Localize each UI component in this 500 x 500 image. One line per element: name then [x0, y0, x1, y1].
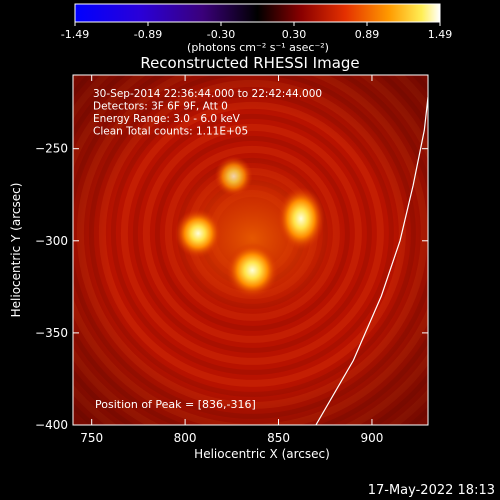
- x-tick-label: 750: [80, 431, 103, 445]
- y-tick-label: −350: [35, 326, 68, 340]
- y-axis-label: Heliocentric Y (arcsec): [9, 183, 23, 318]
- colorbar-tick-label: 0.89: [355, 28, 380, 41]
- chart-title: Reconstructed RHESSI Image: [140, 54, 359, 72]
- annotation-block: 30-Sep-2014 22:36:44.000 to 22:42:44.000…: [93, 88, 322, 138]
- colorbar-unit-label: (photons cm⁻² s⁻¹ asec⁻²): [187, 41, 329, 54]
- y-tick-label: −400: [35, 418, 68, 432]
- peak-position-label: Position of Peak = [836,-316]: [95, 398, 256, 411]
- source-layer: [174, 156, 325, 298]
- colorbar-tick-label: -1.49: [61, 28, 89, 41]
- x-tick-label: 800: [174, 431, 197, 445]
- x-axis-label: Heliocentric X (arcsec): [194, 447, 330, 461]
- source-blob: [277, 187, 325, 251]
- colorbar-tick-label: 1.49: [428, 28, 453, 41]
- y-tick-label: −250: [35, 142, 68, 156]
- y-tick-label: −300: [35, 234, 68, 248]
- annotation-line: 30-Sep-2014 22:36:44.000 to 22:42:44.000: [93, 88, 322, 100]
- footer-timestamp: 17-May-2022 18:13: [368, 483, 495, 498]
- y-axis: −250 −300 −350 −400: [35, 142, 428, 432]
- annotation-line: Detectors: 3F 6F 9F, Att 0: [93, 101, 228, 113]
- colorbar: -1.49 -0.89 -0.30 0.30 0.89 1.49 (photons cm⁻…: [61, 3, 452, 54]
- plot-area: [73, 75, 428, 425]
- source-blob: [174, 208, 222, 258]
- annotation-line: Clean Total counts: 1.11E+05: [93, 126, 248, 138]
- source-blob: [226, 242, 279, 298]
- colorbar-ticks: -1.49 -0.89 -0.30 0.30 0.89 1.49: [61, 22, 452, 41]
- x-tick-label: 900: [360, 431, 383, 445]
- colorbar-tick-label: -0.30: [207, 28, 235, 41]
- plot-frame: [72, 74, 429, 426]
- source-blob: [214, 156, 253, 197]
- solar-limb-curve: [315, 97, 428, 425]
- colorbar-tick-label: -0.89: [134, 28, 162, 41]
- colorbar-gradient: [74, 3, 441, 23]
- x-tick-label: 850: [267, 431, 290, 445]
- x-axis: 750 800 850 900: [80, 75, 383, 445]
- annotation-line: Energy Range: 3.0 - 6.0 keV: [93, 113, 241, 125]
- colorbar-tick-label: 0.30: [282, 28, 307, 41]
